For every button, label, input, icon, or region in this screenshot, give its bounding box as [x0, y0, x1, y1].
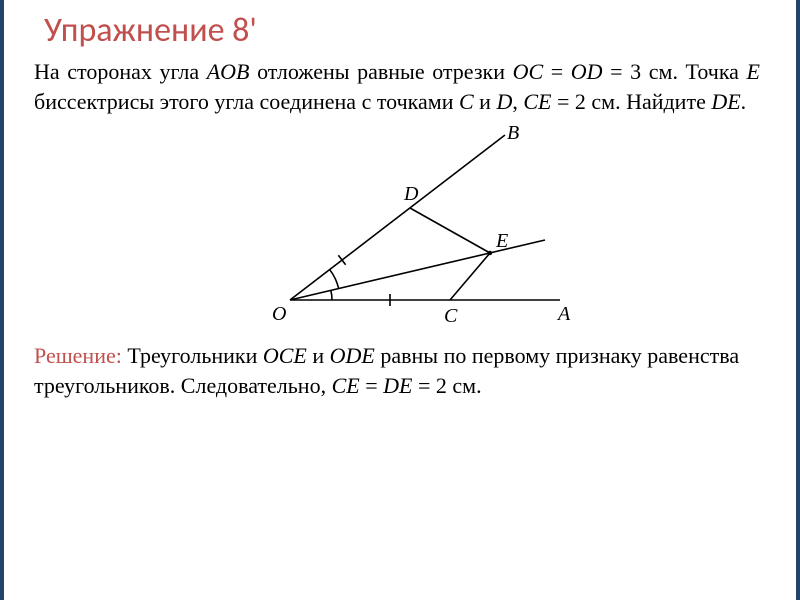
t: , — [512, 89, 523, 114]
var-oce: OCE — [263, 343, 307, 368]
geometry-figure: O A B C D E — [210, 120, 590, 330]
var-ode: ODE — [330, 343, 375, 368]
t: = — [543, 59, 571, 84]
var-e: E — [747, 59, 760, 84]
t: . — [741, 89, 747, 114]
t: биссектрисы этого угла соединена с точка… — [34, 89, 459, 114]
var-aob: AOB — [207, 59, 250, 84]
var-oc: ОС — [513, 59, 544, 84]
solution-label: Решение: — [34, 343, 122, 368]
t: и — [307, 343, 330, 368]
svg-text:A: A — [556, 303, 571, 325]
t: и — [474, 89, 497, 114]
diagram: O A B C D E — [4, 120, 796, 335]
svg-text:E: E — [495, 230, 508, 252]
var-c: C — [459, 89, 474, 114]
t: На сторонах угла — [34, 59, 207, 84]
svg-text:D: D — [403, 183, 419, 205]
svg-text:B: B — [507, 122, 519, 144]
var-ce2: CE — [332, 373, 360, 398]
slide-title: Упражнение 8' — [4, 0, 796, 51]
t: = 2 см. Найдите — [551, 89, 711, 114]
solution-text: Решение: Треугольники OCE и ODE равны по… — [4, 335, 796, 400]
t: Треугольники — [122, 343, 263, 368]
svg-text:O: O — [272, 303, 286, 325]
var-de2: DE — [383, 373, 412, 398]
var-d: D — [496, 89, 512, 114]
var-de: DE — [711, 89, 740, 114]
problem-text: На сторонах угла AOB отложены равные отр… — [4, 51, 796, 116]
t: = 3 см. Точка — [603, 59, 747, 84]
t: = — [360, 373, 383, 398]
t: = 2 см. — [412, 373, 481, 398]
var-od: OD — [571, 59, 603, 84]
var-ce: CE — [523, 89, 551, 114]
svg-text:C: C — [444, 305, 458, 327]
t: отложены равные отрезки — [250, 59, 513, 84]
